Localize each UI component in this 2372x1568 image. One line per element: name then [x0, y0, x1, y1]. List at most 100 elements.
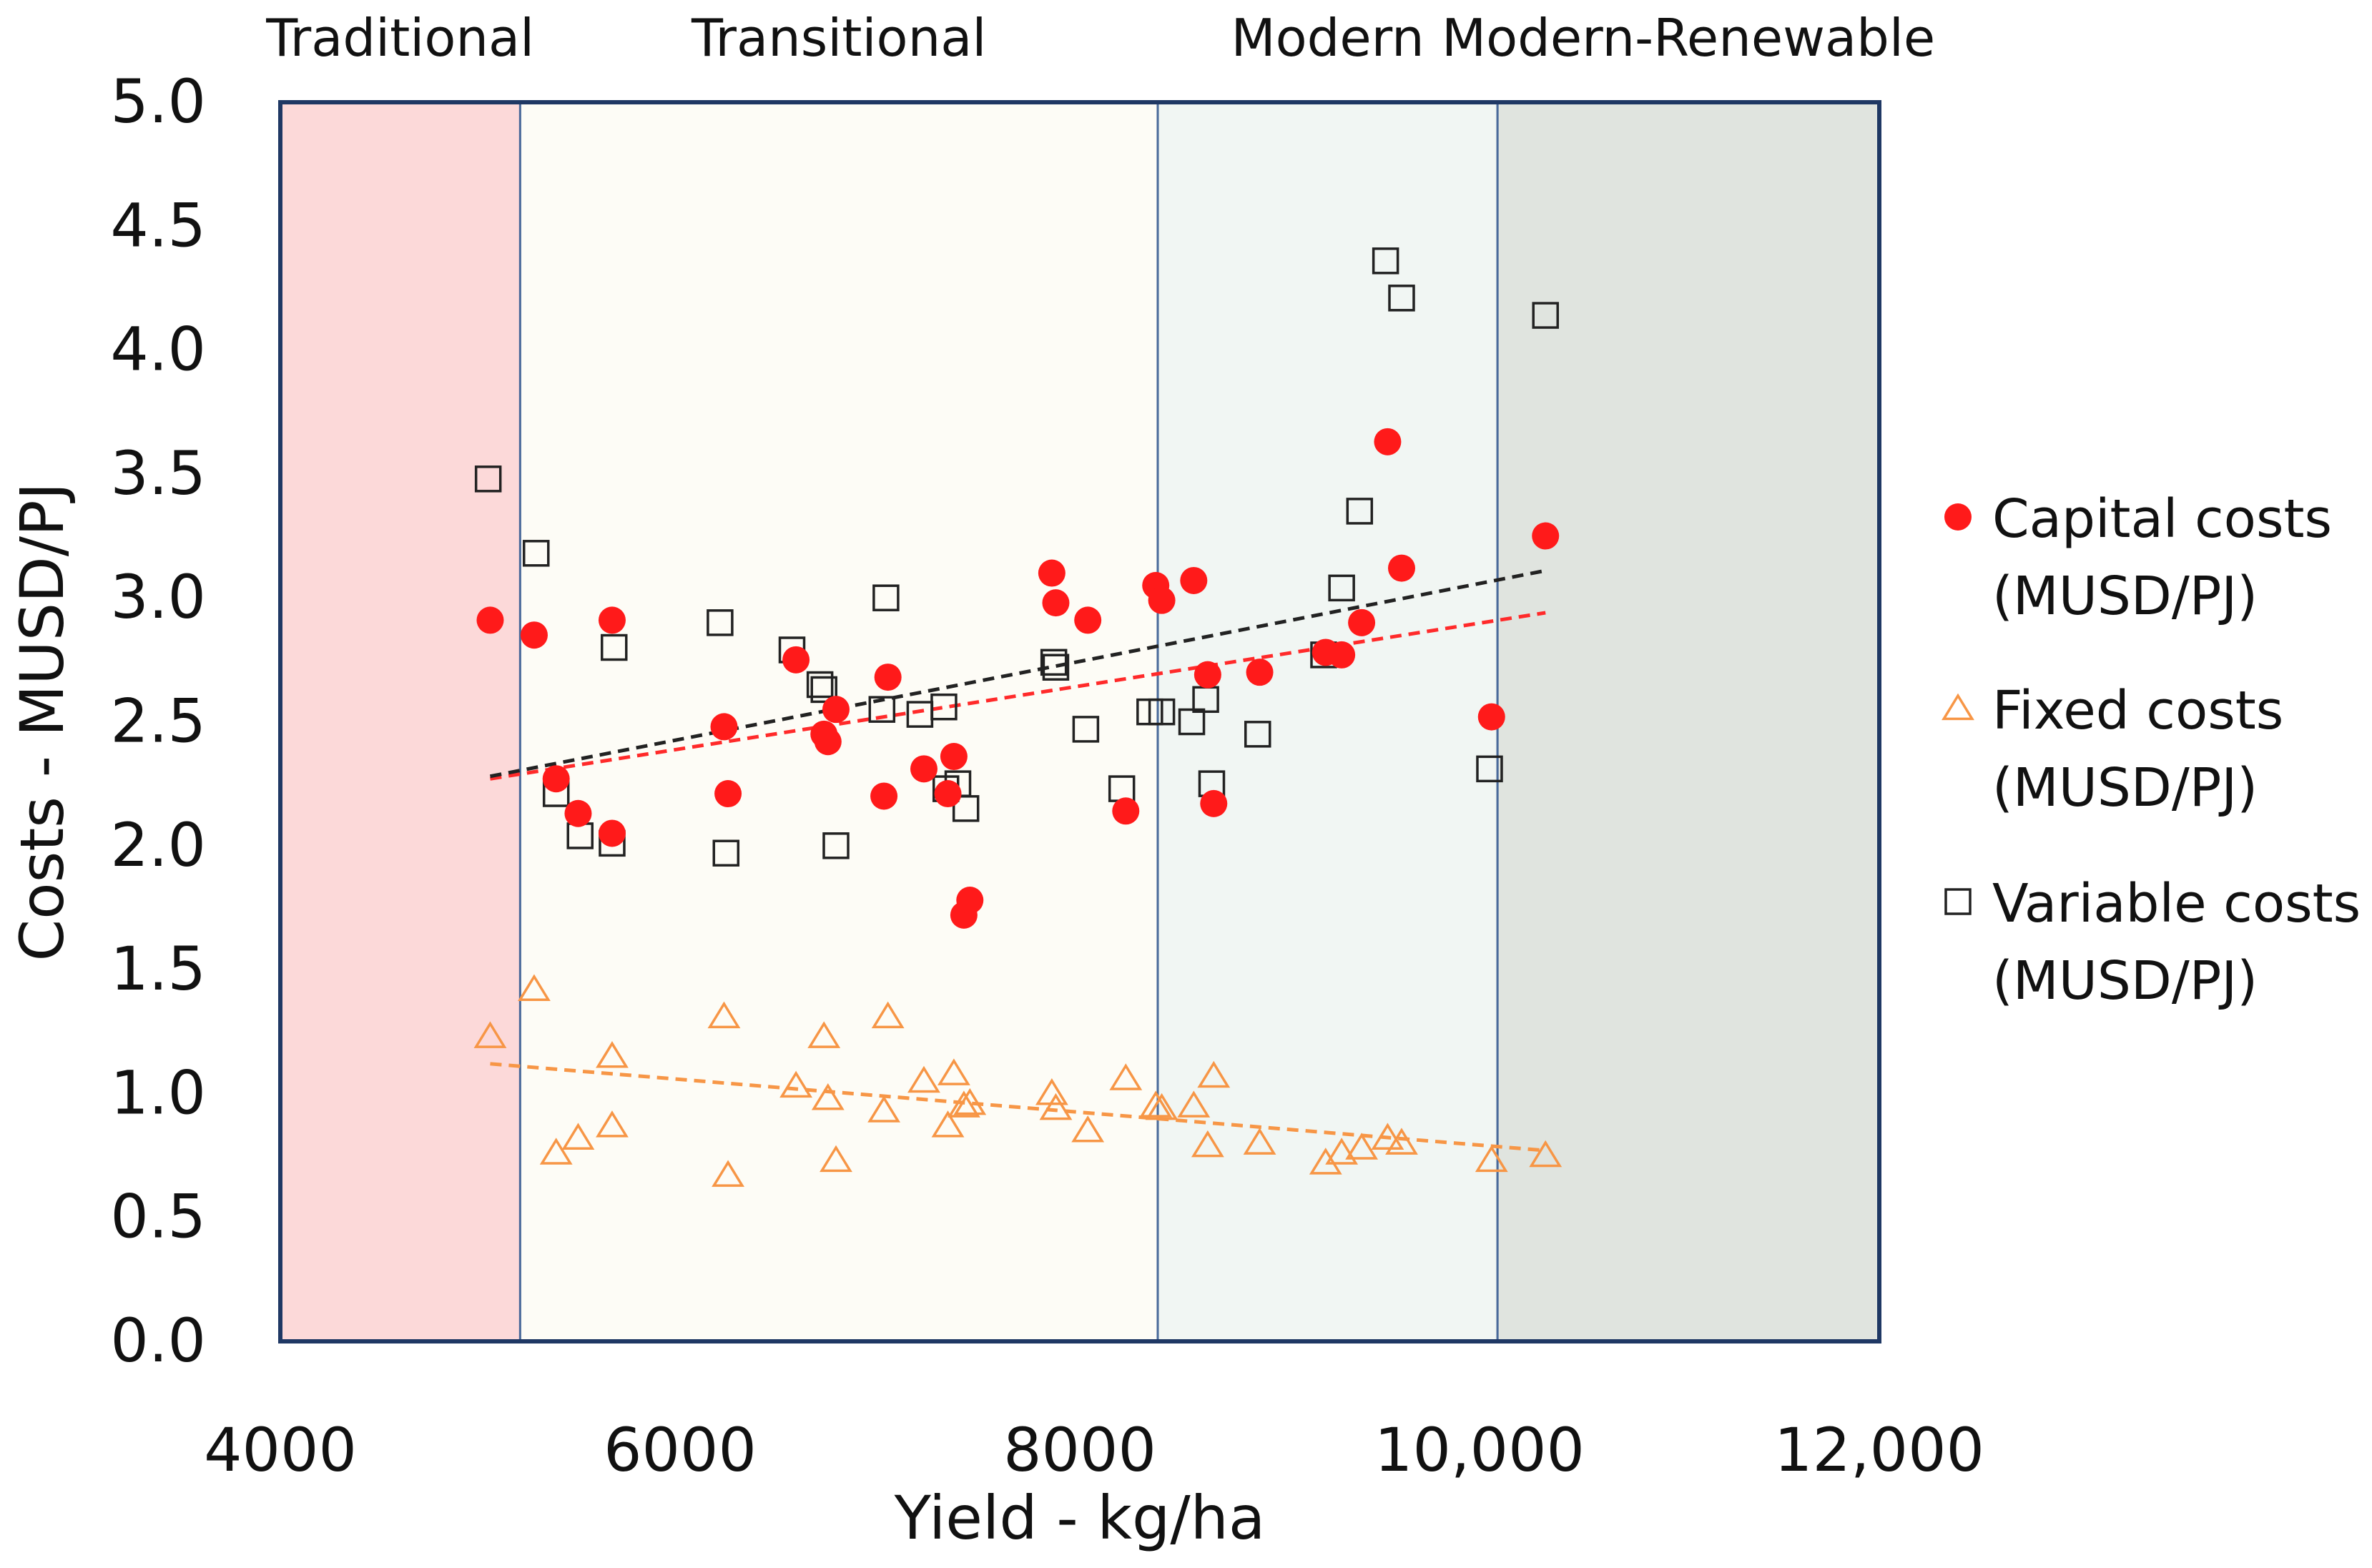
- data-point-capital-costs: [910, 755, 938, 783]
- data-point-fixed-costs: [1371, 1123, 1404, 1150]
- trendline-fixed-costs: [490, 1062, 1546, 1153]
- data-point-fixed-costs: [539, 1138, 573, 1165]
- data-point-variable-costs: [1328, 574, 1355, 602]
- data-point-variable-costs: [1476, 755, 1503, 783]
- data-point-variable-costs: [1178, 708, 1206, 736]
- data-point-capital-costs: [1112, 797, 1140, 825]
- plot-frame: [278, 100, 1881, 1343]
- plot-border: [278, 100, 1881, 1343]
- legend-label-variable-costs: Variable costs: [1992, 873, 2361, 935]
- zone-labels: Traditional Transitional Modern Modern-Rene…: [265, 8, 1935, 68]
- data-point-capital-costs: [1038, 559, 1066, 587]
- y-tick-label: 2.5: [110, 686, 206, 756]
- data-point-capital-costs: [956, 887, 984, 914]
- data-point-capital-costs: [1200, 789, 1228, 817]
- data-point-variable-costs: [1372, 247, 1399, 275]
- data-point-variable-costs: [1040, 649, 1068, 676]
- data-point-fixed-costs: [707, 1001, 741, 1029]
- data-point-capital-costs: [476, 606, 504, 634]
- legend-label-fixed-costs: Fixed costs: [1992, 680, 2283, 741]
- x-tick-label: 6000: [604, 1415, 757, 1485]
- data-point-variable-costs: [474, 465, 502, 493]
- data-point-capital-costs: [1042, 589, 1070, 617]
- data-point-fixed-costs: [1243, 1128, 1276, 1155]
- x-tick-label: 8000: [1003, 1415, 1156, 1485]
- data-point-fixed-costs: [473, 1021, 507, 1048]
- y-tick-label: 5.0: [110, 66, 206, 137]
- data-point-variable-costs: [1042, 654, 1070, 681]
- zone-label-traditional: Traditional: [265, 8, 534, 68]
- data-point-fixed-costs: [1345, 1133, 1379, 1160]
- data-point-capital-costs: [1374, 428, 1402, 455]
- data-point-variable-costs: [1244, 721, 1271, 748]
- trendline-variable-costs: [489, 568, 1546, 779]
- data-point-fixed-costs: [1529, 1140, 1563, 1168]
- x-tick-label: 4000: [204, 1415, 357, 1485]
- legend-marker-variable-costs: [1944, 888, 1972, 915]
- zone-label-modern: Modern: [1231, 8, 1424, 68]
- legend: Capital costs (MUSD/PJ) Fixed costs (MUSD/P…: [1942, 488, 2361, 1012]
- data-point-fixed-costs: [931, 1110, 965, 1138]
- data-point-capital-costs: [1532, 522, 1560, 550]
- data-point-capital-costs: [934, 780, 962, 808]
- data-point-fixed-costs: [712, 1160, 745, 1187]
- data-point-capital-costs: [782, 646, 810, 674]
- data-point-fixed-costs: [907, 1065, 940, 1093]
- y-axis-ticks: 0.0 0.5 1.0 1.5 2.0 2.5 3.0 3.5 4.0 4.5 5.0: [110, 66, 206, 1376]
- legend-unit-variable-costs: (MUSD/PJ): [1992, 950, 2258, 1012]
- data-point-capital-costs: [814, 728, 842, 756]
- data-point-variable-costs: [1532, 302, 1559, 329]
- data-point-variable-costs: [523, 540, 550, 567]
- trendlines: [489, 568, 1546, 1153]
- data-point-fixed-costs: [596, 1041, 629, 1068]
- data-point-capital-costs: [1246, 659, 1274, 686]
- data-point-fixed-costs: [1385, 1128, 1418, 1155]
- data-point-variable-costs: [930, 693, 958, 721]
- data-point-capital-costs: [520, 621, 548, 649]
- data-point-capital-costs: [1328, 641, 1356, 669]
- x-axis-title: Yield - kg/ha: [894, 1483, 1266, 1553]
- y-tick-label: 0.5: [110, 1182, 206, 1252]
- data-point-fixed-costs: [820, 1145, 852, 1173]
- data-point-capital-costs: [1387, 554, 1415, 582]
- data-point-capital-costs: [870, 782, 898, 810]
- y-tick-label: 4.0: [110, 315, 206, 385]
- zone-traditional: [279, 101, 521, 1343]
- data-point-fixed-costs: [871, 1001, 905, 1029]
- legend-unit-capital-costs: (MUSD/PJ): [1992, 566, 2258, 627]
- legend-label-capital-costs: Capital costs: [1992, 488, 2332, 550]
- legend-unit-fixed-costs: (MUSD/PJ): [1992, 757, 2258, 819]
- data-point-fixed-costs: [1475, 1145, 1508, 1173]
- data-point-capital-costs: [564, 799, 592, 827]
- trendline-capital-costs: [490, 611, 1546, 781]
- x-tick-label: 10,000: [1374, 1415, 1585, 1485]
- data-point-capital-costs: [1074, 606, 1102, 634]
- data-point-capital-costs: [1180, 566, 1208, 594]
- data-point-fixed-costs: [596, 1110, 629, 1138]
- data-point-variable-costs: [868, 696, 896, 723]
- data-point-capital-costs: [822, 696, 850, 724]
- data-point-variable-costs: [712, 839, 740, 867]
- zone-label-modern-renewable: Modern-Renewable: [1442, 8, 1935, 68]
- data-point-fixed-costs: [518, 974, 551, 1001]
- data-point-capital-costs: [1477, 703, 1505, 731]
- data-point-capital-costs: [940, 743, 968, 771]
- zone-modern: [1156, 101, 1499, 1343]
- legend-marker-capital-costs: [1944, 503, 1972, 531]
- x-tick-label: 12,000: [1774, 1415, 1984, 1485]
- data-point-fixed-costs: [779, 1070, 813, 1098]
- data-point-fixed-costs: [947, 1090, 980, 1118]
- data-point-fixed-costs: [561, 1123, 595, 1150]
- y-tick-label: 2.0: [110, 810, 206, 880]
- data-point-fixed-costs: [1109, 1063, 1143, 1090]
- data-point-capital-costs: [598, 606, 626, 634]
- data-point-variable-costs: [1072, 716, 1100, 743]
- y-tick-label: 4.5: [110, 190, 206, 260]
- data-point-fixed-costs: [811, 1083, 845, 1110]
- data-point-fixed-costs: [867, 1095, 901, 1123]
- legend-marker-fixed-costs: [1942, 693, 1974, 721]
- data-point-fixed-costs: [1139, 1090, 1173, 1118]
- data-point-fixed-costs: [1325, 1138, 1359, 1165]
- data-point-variable-costs: [1148, 698, 1176, 726]
- y-axis-title: Costs - MUSD/PJ: [7, 483, 77, 962]
